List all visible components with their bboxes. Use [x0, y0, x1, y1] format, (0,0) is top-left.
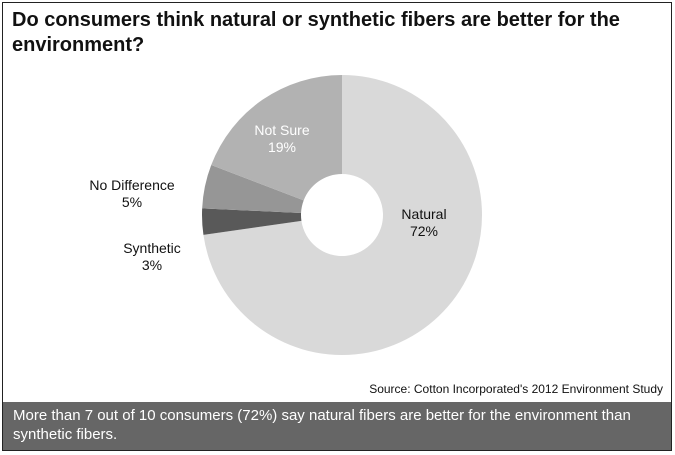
slice-label-text: Natural — [401, 206, 447, 222]
slice-synthetic — [202, 208, 302, 235]
donut-chart — [202, 75, 483, 355]
slice-label-text: Synthetic — [123, 240, 181, 256]
slice-label-value: 72% — [409, 223, 439, 239]
slice-label-value: 5% — [121, 194, 143, 210]
chart-title: Do consumers think natural or synthetic … — [12, 9, 620, 56]
slice-no-difference — [202, 165, 304, 214]
slice-label-not-sure: Not Sure 19% — [246, 122, 318, 156]
slice-label-text: No Difference — [89, 177, 175, 193]
footer-caption: More than 7 out of 10 consumers (72%) sa… — [3, 402, 671, 450]
slice-label-text: Not Sure — [254, 122, 310, 138]
chart-frame — [2, 2, 672, 451]
source-note: Source: Cotton Incorporated's 2012 Envir… — [369, 382, 663, 396]
slice-label-value: 19% — [267, 139, 297, 155]
slice-label-synthetic: Synthetic 3% — [110, 240, 194, 274]
slice-not-sure — [211, 75, 342, 201]
slice-label-value: 3% — [141, 257, 163, 273]
slice-label-natural: Natural 72% — [392, 206, 456, 240]
slice-natural — [203, 75, 483, 355]
slice-label-no-difference: No Difference 5% — [78, 177, 186, 211]
